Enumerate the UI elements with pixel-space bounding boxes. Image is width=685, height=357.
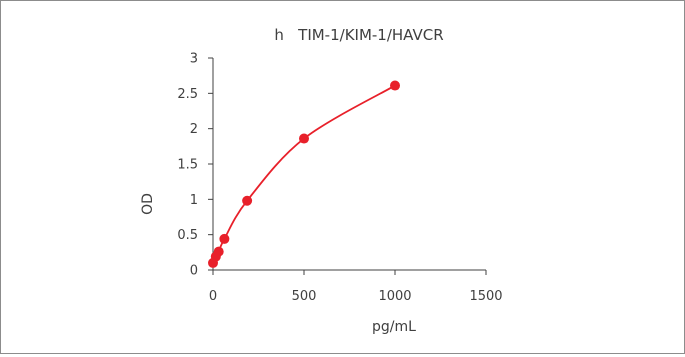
data-point: [299, 133, 309, 144]
x-tick-label: 1000: [378, 289, 411, 304]
y-tick-label: 2.5: [177, 87, 198, 102]
plot-area: 0 0.5 1 1.5 2 2.5 3 0 500 1000 1500: [177, 52, 502, 305]
x-tick-label: 1500: [469, 289, 502, 304]
y-tick-label: 1.5: [177, 158, 198, 173]
data-point: [242, 195, 253, 206]
data-point: [219, 233, 230, 244]
y-tick-label: 0: [190, 264, 198, 279]
x-tick-label: 500: [292, 289, 317, 304]
y-axis-title: OD: [140, 193, 156, 215]
chart-title: h TIM-1/KIM-1/HAVCR: [274, 26, 443, 44]
data-point: [390, 80, 400, 91]
y-tick-label: 1: [190, 193, 198, 208]
y-tick-label: 3: [190, 52, 198, 67]
x-tick-label: 0: [209, 289, 217, 304]
trend-line: [212, 84, 396, 264]
y-tick-label: 2: [190, 122, 198, 137]
y-tick-label: 0.5: [177, 228, 198, 243]
data-point: [213, 246, 224, 257]
x-axis-title: pg/mL: [372, 319, 416, 335]
